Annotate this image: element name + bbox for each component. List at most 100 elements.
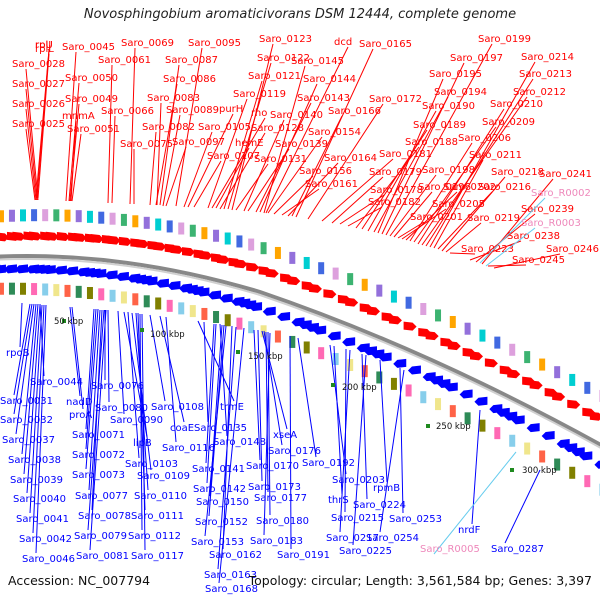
forward-leader-line: [25, 88, 38, 201]
reverse-leader-line: [203, 321, 209, 423]
forward-leader-line: [187, 113, 234, 208]
reverse-leader-line: [89, 309, 107, 551]
forward-gene-arrow: [234, 259, 248, 269]
reverse-gene-arrow: [208, 290, 222, 300]
forward-leader-line: [162, 114, 181, 207]
forward-gene-label: Saro_0061: [98, 55, 151, 66]
forward-gene-arrow: [265, 268, 279, 278]
rna-gene-label: Saro_R0005: [420, 544, 480, 555]
reverse-cog-block: [143, 295, 150, 308]
reverse-leader-line: [263, 332, 271, 536]
reverse-gene-arrow: [313, 325, 327, 335]
reverse-leader-line: [85, 308, 99, 470]
forward-gene-label: Saro_0190: [422, 101, 475, 112]
forward-gene-label: rho: [251, 108, 267, 119]
rna-gene-label: Saro_R0003: [521, 218, 581, 229]
reverse-gene-label: Saro_0040: [13, 494, 66, 505]
reverse-gene-label: thrS: [328, 495, 349, 506]
reverse-gene-label: Saro_0142: [193, 484, 246, 495]
reverse-gene-arrow: [3, 264, 17, 274]
forward-gene-label: mnmA: [62, 111, 95, 122]
reverse-gene-arrow: [0, 264, 6, 274]
forward-gene-label: Saro_0121: [248, 71, 301, 82]
reverse-gene-label: Saro_0076: [91, 381, 144, 392]
reverse-leader-line: [204, 325, 227, 537]
forward-leader-line: [441, 176, 506, 252]
forward-leader-line: [70, 120, 77, 202]
forward-gene-label: Saro_0206: [458, 133, 511, 144]
forward-leader-line: [223, 80, 263, 210]
reverse-gene-label: Saro_0217: [326, 533, 379, 544]
forward-gene-label: Saro_0195: [429, 69, 482, 80]
forward-gene-label: Saro_0045: [62, 42, 115, 53]
reverse-gene-label: Saro_0077: [75, 491, 128, 502]
reverse-gene-label: Saro_0287: [491, 544, 544, 555]
reverse-gene-label: xseA: [273, 430, 297, 441]
forward-leader-line: [183, 131, 213, 208]
forward-leader-line: [339, 194, 385, 225]
reverse-cog-block: [303, 341, 310, 354]
reverse-gene-label: Saro_0103: [125, 459, 178, 470]
forward-cog-block: [464, 322, 471, 335]
reverse-leader-line: [117, 310, 125, 415]
reverse-cog-block: [109, 289, 116, 302]
forward-gene-label: Saro_0205: [432, 199, 485, 210]
reverse-gene-arrow: [144, 276, 158, 286]
forward-gene-arrow: [246, 262, 260, 272]
forward-gene-label: Saro_0086: [163, 74, 216, 85]
forward-leader-line: [405, 191, 458, 241]
forward-gene-label: hemE: [235, 138, 264, 149]
reverse-gene-label: Saro_0177: [254, 493, 307, 504]
forward-leader-line: [409, 142, 473, 242]
forward-leader-line: [425, 78, 534, 247]
forward-leader-line: [35, 49, 50, 199]
scale-tick-label: 300 kbp: [522, 466, 557, 476]
forward-cog-block: [318, 262, 325, 275]
reverse-gene-label: Saro_0090: [110, 415, 163, 426]
forward-leader-line: [307, 103, 384, 220]
reverse-leader-line: [333, 345, 343, 495]
forward-cog-block: [435, 309, 442, 322]
reverse-leader-line: [339, 349, 351, 533]
reverse-leader-line: [15, 303, 35, 435]
forward-cog-block: [347, 273, 354, 286]
reverse-cog-block: [539, 450, 546, 463]
reverse-gene-label: Saro_0191: [277, 550, 330, 561]
forward-gene-label: Saro_0049: [65, 94, 118, 105]
reverse-cog-block: [98, 288, 105, 301]
forward-gene-label: Saro_0165: [359, 39, 412, 50]
forward-leader-line: [397, 221, 425, 239]
forward-gene-label: Saro_0131: [254, 154, 307, 165]
reverse-cog-block: [376, 371, 383, 384]
forward-gene-label: Saro_0238: [507, 231, 560, 242]
reverse-gene-label: Saro_0111: [131, 511, 184, 522]
reverse-cog-block: [405, 384, 412, 397]
forward-cog-block: [213, 229, 220, 242]
reverse-gene-label: Saro_0203: [332, 475, 385, 486]
forward-gene-label: Saro_0145: [291, 56, 344, 67]
forward-gene-label: Saro_0139: [275, 139, 328, 150]
forward-gene-arrow: [589, 411, 600, 421]
forward-cog-block: [0, 210, 4, 223]
reverse-gene-arrow: [342, 337, 356, 347]
forward-cog-block: [64, 209, 71, 222]
forward-gene-label: Saro_0069: [121, 38, 174, 49]
forward-gene-label: Saro_0143: [297, 93, 350, 104]
forward-leader-line: [231, 43, 274, 211]
scale-tick-mark: [426, 424, 430, 428]
forward-gene-arrow: [182, 247, 196, 257]
forward-gene-label: Saro_0194: [434, 87, 487, 98]
forward-cog-block: [332, 267, 339, 280]
forward-gene-arrow: [0, 232, 9, 242]
forward-gene-arrow: [45, 231, 59, 241]
forward-gene-label: Saro_0095: [188, 38, 241, 49]
scale-tick-label: 200 kbp: [342, 383, 377, 393]
reverse-leader-line: [149, 314, 166, 402]
forward-gene-label: Saro_0216: [478, 182, 531, 193]
reverse-cog-block: [120, 291, 127, 304]
reverse-cog-block: [479, 419, 486, 432]
forward-gene-label: Saro_0189: [413, 120, 466, 131]
reverse-cog-block: [8, 282, 15, 295]
forward-gene-label: Saro_0122: [257, 53, 310, 64]
forward-gene-label: Saro_0166: [328, 106, 381, 117]
